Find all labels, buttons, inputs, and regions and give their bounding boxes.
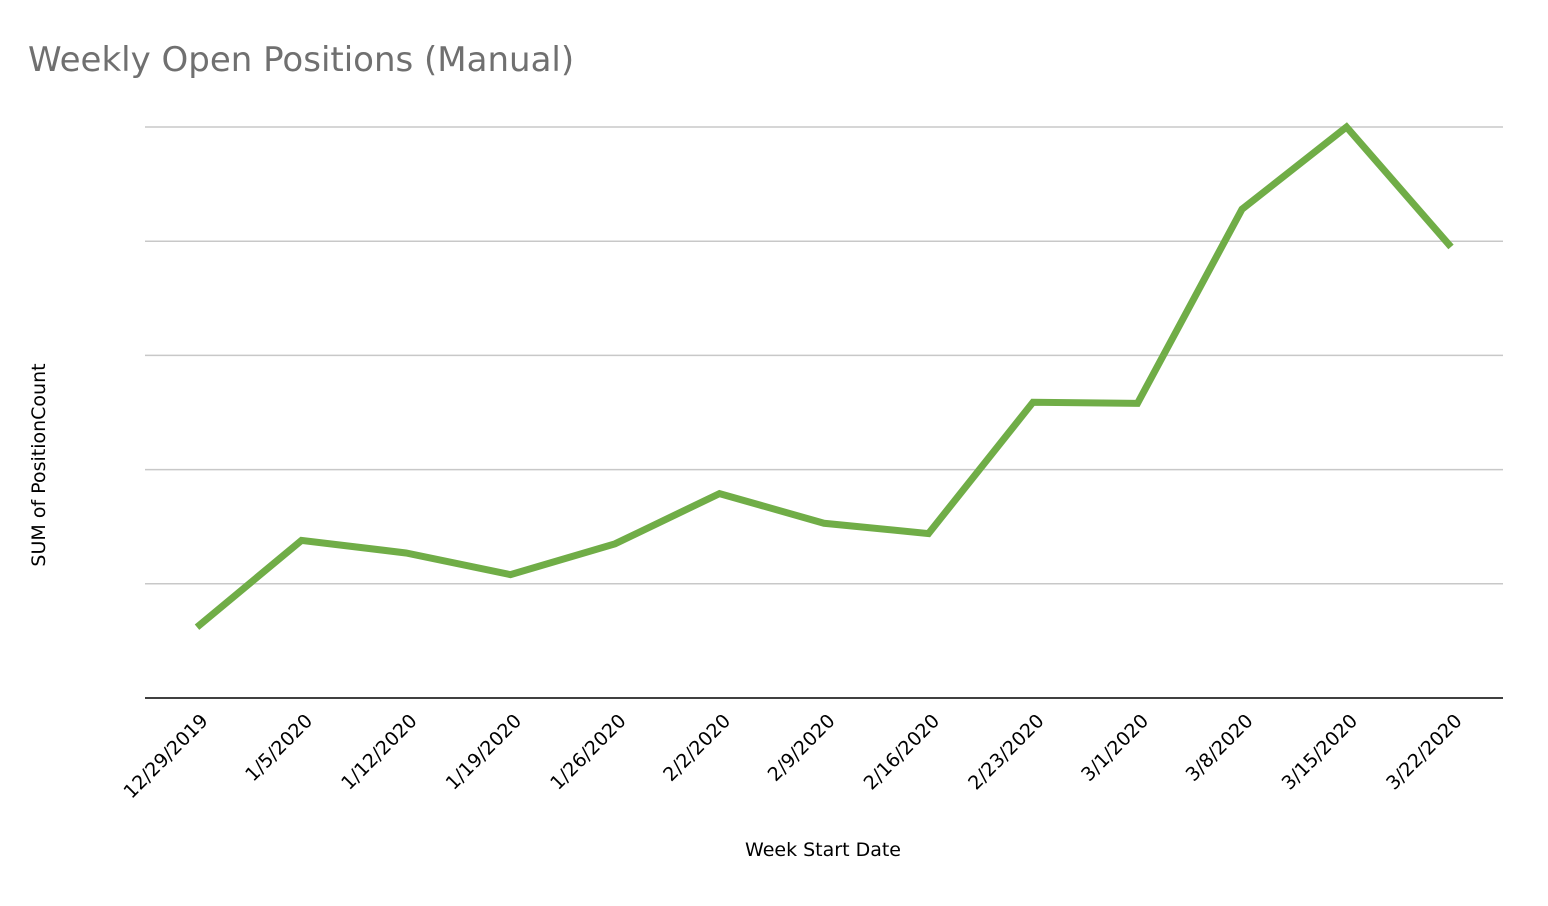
- gridlines: [145, 126, 1503, 699]
- chart-title: Weekly Open Positions (Manual): [28, 40, 575, 80]
- x-tick-label: 12/29/2019: [120, 710, 213, 803]
- x-axis-title: Week Start Date: [745, 839, 901, 861]
- x-tick-label: 1/19/2020: [442, 710, 526, 794]
- x-tick-label: 3/8/2020: [1182, 710, 1258, 786]
- x-tick-label: 1/12/2020: [337, 710, 421, 794]
- x-tick-label: 2/16/2020: [860, 710, 944, 794]
- x-tick-label: 3/15/2020: [1278, 710, 1362, 794]
- x-tick-label: 2/23/2020: [964, 710, 1048, 794]
- x-tick-label: 1/26/2020: [546, 710, 630, 794]
- y-axis-title: SUM of PositionCount: [28, 363, 50, 566]
- series-layer: [194, 122, 1454, 630]
- x-tick-labels: 12/29/2019 1/5/2020 1/12/2020 1/19/2020 1/26…: [120, 710, 1467, 803]
- series-line: [194, 122, 1454, 630]
- x-tick-label: 1/5/2020: [241, 710, 317, 786]
- x-tick-label: 2/2/2020: [659, 710, 735, 786]
- x-tick-label: 2/9/2020: [764, 710, 840, 786]
- x-tick-label: 3/22/2020: [1382, 710, 1466, 794]
- x-tick-label: 3/1/2020: [1077, 710, 1153, 786]
